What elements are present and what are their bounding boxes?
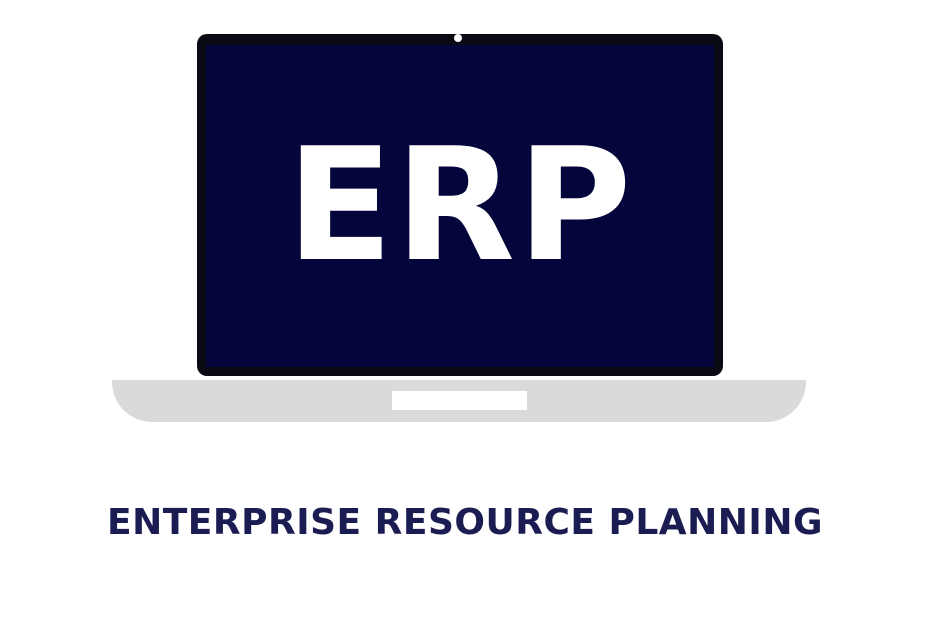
- webcam-icon: [454, 34, 462, 42]
- laptop-screen: [206, 45, 714, 367]
- erp-title: ERP: [286, 114, 634, 296]
- laptop-icon: ERP: [112, 34, 806, 422]
- subtitle: ENTERPRISE RESOURCE PLANNING: [107, 502, 823, 543]
- trackpad-icon: [392, 391, 527, 410]
